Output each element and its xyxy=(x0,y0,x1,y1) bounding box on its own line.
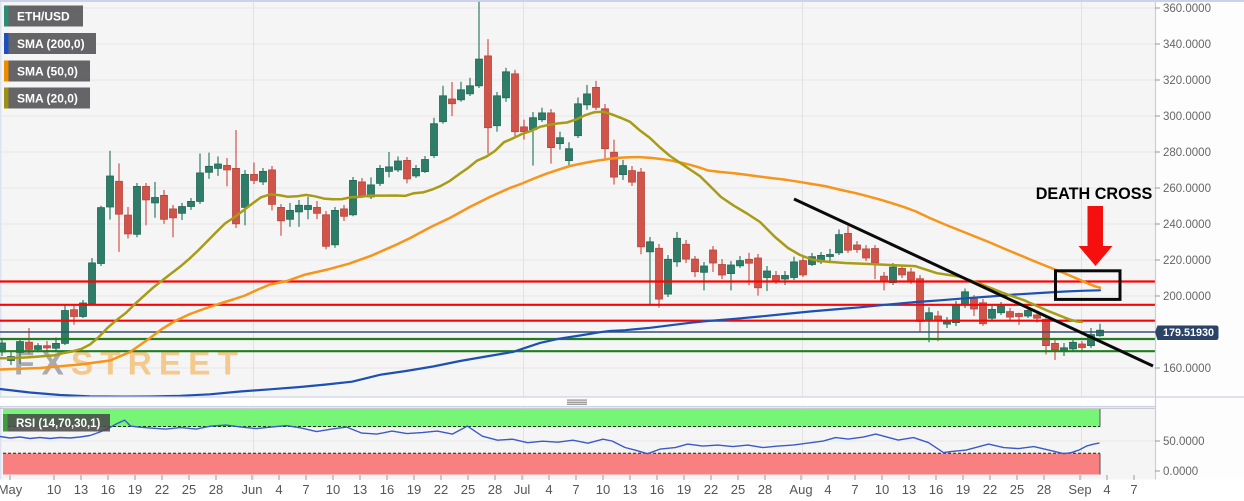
svg-text:16: 16 xyxy=(929,482,943,497)
svg-text:SMA (200,0): SMA (200,0) xyxy=(17,37,85,51)
svg-text:May: May xyxy=(0,482,23,497)
svg-text:4: 4 xyxy=(1103,482,1110,497)
svg-text:ETH/USD: ETH/USD xyxy=(17,10,70,24)
svg-text:25: 25 xyxy=(1010,482,1024,497)
svg-text:19: 19 xyxy=(128,482,142,497)
svg-text:13: 13 xyxy=(74,482,88,497)
svg-text:19: 19 xyxy=(956,482,970,497)
svg-text:28: 28 xyxy=(758,482,772,497)
svg-text:19: 19 xyxy=(677,482,691,497)
svg-text:7: 7 xyxy=(1130,482,1137,497)
svg-text:220.0000: 220.0000 xyxy=(1163,255,1211,267)
svg-text:10: 10 xyxy=(875,482,889,497)
svg-text:Jul: Jul xyxy=(514,482,531,497)
svg-text:340.0000: 340.0000 xyxy=(1163,39,1211,51)
svg-text:4: 4 xyxy=(824,482,831,497)
svg-text:7: 7 xyxy=(572,482,579,497)
svg-text:179.51930: 179.51930 xyxy=(1163,327,1214,339)
svg-text:4: 4 xyxy=(545,482,552,497)
svg-text:240.0000: 240.0000 xyxy=(1163,219,1211,231)
svg-text:22: 22 xyxy=(434,482,448,497)
svg-text:28: 28 xyxy=(209,482,223,497)
svg-text:Jun: Jun xyxy=(242,482,263,497)
svg-text:25: 25 xyxy=(461,482,475,497)
svg-text:SMA (20,0): SMA (20,0) xyxy=(17,92,78,106)
svg-text:13: 13 xyxy=(623,482,637,497)
svg-text:DEATH CROSS: DEATH CROSS xyxy=(1036,185,1153,203)
svg-text:RSI (14,70,30,1): RSI (14,70,30,1) xyxy=(16,418,101,430)
svg-text:4: 4 xyxy=(275,482,282,497)
svg-text:22: 22 xyxy=(704,482,718,497)
svg-text:13: 13 xyxy=(353,482,367,497)
svg-text:7: 7 xyxy=(851,482,858,497)
svg-text:16: 16 xyxy=(650,482,664,497)
svg-text:260.0000: 260.0000 xyxy=(1163,183,1211,195)
svg-text:10: 10 xyxy=(326,482,340,497)
svg-text:13: 13 xyxy=(902,482,916,497)
svg-text:28: 28 xyxy=(488,482,502,497)
svg-text:280.0000: 280.0000 xyxy=(1163,147,1211,159)
svg-text:0.0000: 0.0000 xyxy=(1163,466,1198,478)
svg-text:50.0000: 50.0000 xyxy=(1163,436,1205,448)
svg-text:360.0000: 360.0000 xyxy=(1163,3,1211,15)
svg-text:160.0000: 160.0000 xyxy=(1163,363,1211,375)
svg-text:10: 10 xyxy=(47,482,61,497)
svg-text:22: 22 xyxy=(983,482,997,497)
svg-text:25: 25 xyxy=(731,482,745,497)
svg-text:10: 10 xyxy=(596,482,610,497)
svg-text:300.0000: 300.0000 xyxy=(1163,111,1211,123)
svg-text:7: 7 xyxy=(302,482,309,497)
svg-text:19: 19 xyxy=(407,482,421,497)
svg-text:25: 25 xyxy=(182,482,196,497)
svg-text:16: 16 xyxy=(101,482,115,497)
svg-text:200.0000: 200.0000 xyxy=(1163,291,1211,303)
svg-text:22: 22 xyxy=(155,482,169,497)
svg-text:320.0000: 320.0000 xyxy=(1163,75,1211,87)
svg-text:Sep: Sep xyxy=(1068,482,1091,497)
svg-text:Aug: Aug xyxy=(789,482,812,497)
svg-text:28: 28 xyxy=(1037,482,1051,497)
svg-text:SMA (50,0): SMA (50,0) xyxy=(17,65,78,79)
svg-text:16: 16 xyxy=(380,482,394,497)
